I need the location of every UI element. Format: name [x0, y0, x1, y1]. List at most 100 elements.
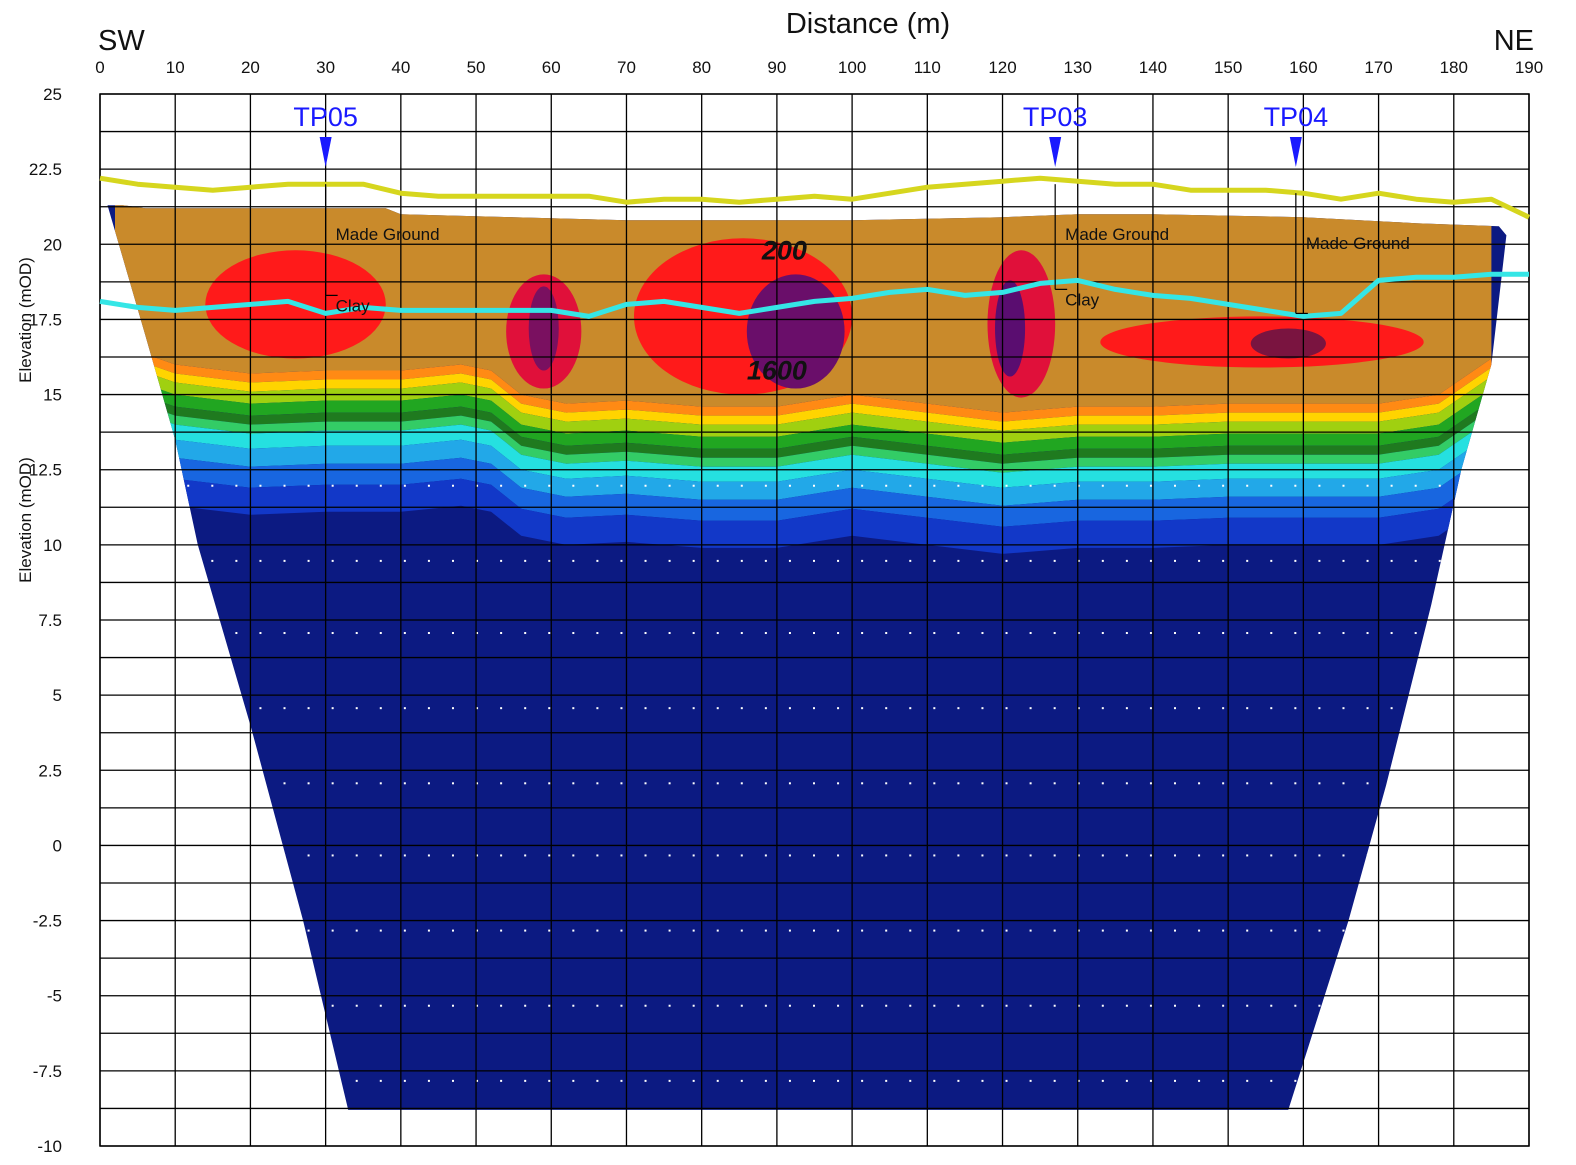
data-point	[427, 632, 430, 635]
data-point	[379, 632, 382, 635]
data-point	[211, 484, 214, 487]
data-point	[692, 1079, 695, 1082]
data-point	[572, 559, 575, 562]
data-point	[981, 1079, 984, 1082]
data-point	[981, 559, 984, 562]
data-point	[1198, 1004, 1201, 1007]
data-point	[1318, 484, 1321, 487]
data-point	[861, 632, 864, 635]
data-point	[1414, 484, 1417, 487]
data-point	[957, 707, 960, 710]
data-point	[451, 929, 454, 932]
data-point	[1342, 559, 1345, 562]
data-point	[211, 559, 214, 562]
data-point	[1029, 484, 1032, 487]
x-tick-label: 140	[1139, 58, 1167, 77]
data-point	[1342, 632, 1345, 635]
data-point	[812, 632, 815, 635]
data-point	[451, 632, 454, 635]
data-point	[355, 1079, 358, 1082]
data-point	[837, 854, 840, 857]
data-point	[596, 632, 599, 635]
data-point	[403, 632, 406, 635]
data-point	[1342, 1079, 1345, 1082]
data-point	[548, 1079, 551, 1082]
data-point	[331, 854, 334, 857]
made-ground-label: Made Ground	[1306, 234, 1410, 253]
data-point	[211, 707, 214, 710]
data-point	[1198, 1079, 1201, 1082]
data-point	[1053, 1004, 1056, 1007]
data-point	[1511, 1080, 1513, 1082]
data-point	[139, 707, 142, 710]
data-point	[861, 559, 864, 562]
data-point	[933, 484, 936, 487]
data-point	[620, 1079, 623, 1082]
y-tick-label: 15	[43, 386, 62, 405]
y-tick-label: 25	[43, 85, 62, 104]
data-point	[500, 854, 503, 857]
data-point	[1390, 1079, 1393, 1082]
data-point	[283, 782, 286, 785]
data-point	[1053, 782, 1056, 785]
data-point	[1294, 782, 1297, 785]
data-point	[115, 854, 118, 857]
data-point	[307, 559, 310, 562]
data-point	[716, 559, 719, 562]
x-tick-label: 100	[838, 58, 866, 77]
data-point	[235, 632, 238, 635]
ground-surface-line	[99, 175, 1531, 220]
resistivity-band	[115, 418, 1492, 506]
data-point	[1198, 632, 1201, 635]
data-point	[403, 484, 406, 487]
data-point	[668, 782, 671, 785]
data-point	[764, 929, 767, 932]
data-point	[1246, 707, 1249, 710]
data-point	[259, 1079, 262, 1082]
data-point	[307, 484, 310, 487]
direction-left-label: SW	[98, 25, 145, 57]
data-point	[1125, 854, 1128, 857]
x-tick-label: 120	[988, 58, 1016, 77]
data-point	[139, 559, 142, 562]
data-point	[885, 559, 888, 562]
data-point	[1318, 782, 1321, 785]
data-point	[1005, 782, 1008, 785]
data-point	[981, 854, 984, 857]
x-tick-label: 90	[767, 58, 786, 77]
data-point	[740, 484, 743, 487]
data-point	[1366, 632, 1369, 635]
data-point	[812, 559, 815, 562]
data-point	[548, 632, 551, 635]
x-tick-label: 30	[316, 58, 335, 77]
data-point	[163, 1079, 166, 1082]
data-point	[1270, 1004, 1273, 1007]
x-tick-label: 150	[1214, 58, 1242, 77]
data-point	[1174, 484, 1177, 487]
data-point	[1125, 1004, 1128, 1007]
data-point	[692, 484, 695, 487]
data-point	[500, 559, 503, 562]
data-point	[909, 782, 912, 785]
data-point	[1486, 632, 1489, 635]
data-point	[476, 707, 479, 710]
data-point	[451, 484, 454, 487]
resistivity-band	[115, 352, 1492, 431]
data-point	[500, 484, 503, 487]
data-point	[572, 782, 575, 785]
data-point	[885, 1079, 888, 1082]
data-point	[957, 782, 960, 785]
data-point	[812, 1004, 815, 1007]
data-point	[1246, 484, 1249, 487]
data-point	[331, 484, 334, 487]
data-point	[764, 782, 767, 785]
data-point	[1174, 559, 1177, 562]
data-point	[500, 1079, 503, 1082]
data-point	[500, 632, 503, 635]
x-tick-label: 180	[1440, 58, 1468, 77]
contour-label: 200	[761, 235, 807, 265]
data-point	[1149, 854, 1152, 857]
data-point	[115, 1079, 118, 1082]
data-point	[283, 1004, 286, 1007]
